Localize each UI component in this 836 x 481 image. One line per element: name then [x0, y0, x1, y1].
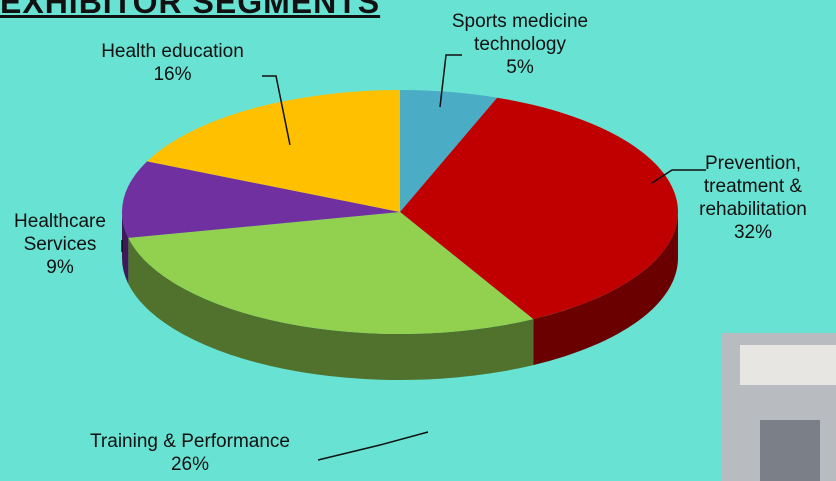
value-label: 9% — [0, 256, 120, 279]
category-label: Healthcare Services — [0, 210, 120, 256]
value-label: 16% — [80, 63, 265, 86]
category-label: Training & Performance — [60, 430, 320, 453]
photo-detail — [760, 420, 820, 481]
value-label: 32% — [670, 221, 836, 244]
leader-line — [318, 432, 428, 460]
photo-detail — [740, 345, 836, 385]
category-label: Prevention, treatment & rehabilitation — [670, 152, 836, 221]
value-label: 26% — [60, 453, 320, 476]
page: EXHIBITOR SEGMENTS (() => { const data =… — [0, 0, 836, 481]
category-label: Health education — [80, 40, 265, 63]
category-label: Sports medicine technology — [425, 10, 615, 56]
value-label: 5% — [425, 56, 615, 79]
